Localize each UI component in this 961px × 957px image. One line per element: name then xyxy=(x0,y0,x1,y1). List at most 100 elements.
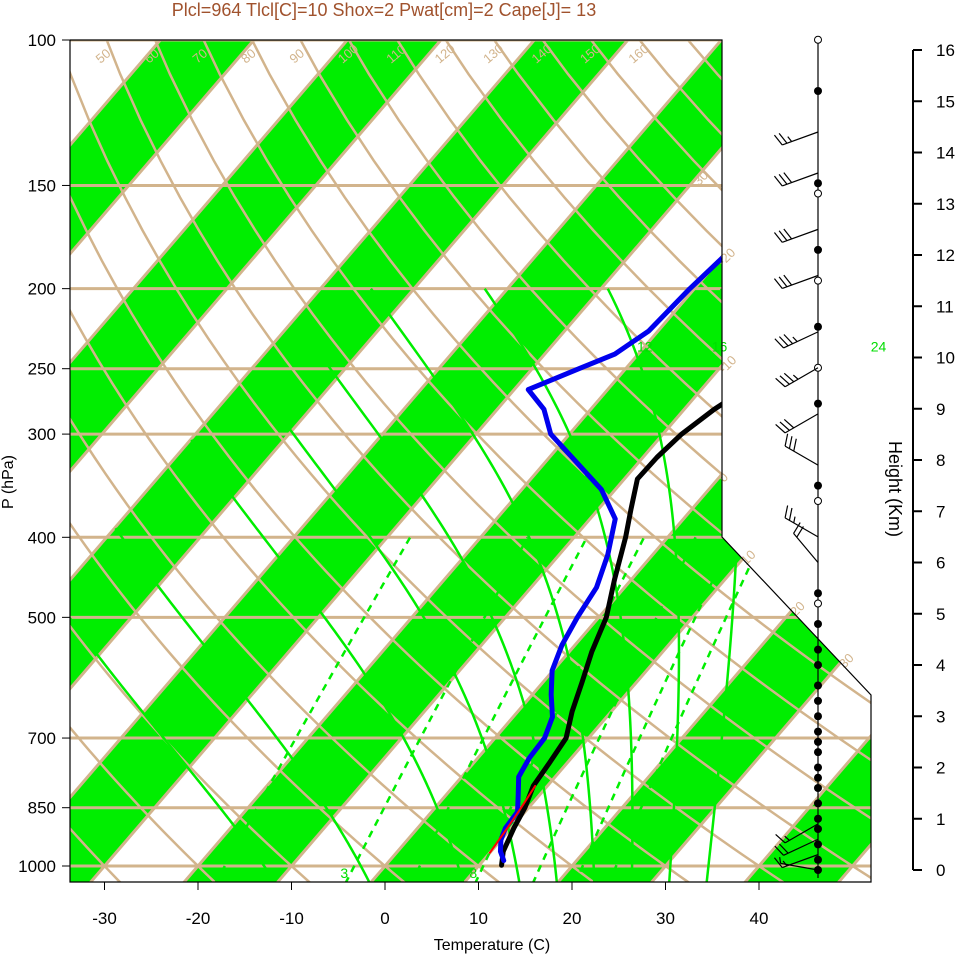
mixing-ratio-line xyxy=(531,536,697,882)
isotherm-line xyxy=(541,40,871,882)
isotherm-line xyxy=(634,40,871,882)
temperature-tick-label: 40 xyxy=(750,909,769,928)
level-marker xyxy=(814,661,822,669)
wind-barb-shaft xyxy=(784,413,819,434)
moist-band xyxy=(70,40,457,882)
level-marker xyxy=(814,681,822,690)
wind-barb xyxy=(784,433,819,466)
wind-barb xyxy=(779,857,819,871)
level-marker xyxy=(814,620,822,628)
pressure-tick-label: 300 xyxy=(28,425,56,444)
height-tick-label: 3 xyxy=(936,707,945,726)
wind-barb-shaft xyxy=(782,131,819,146)
wind-barb-half-feather xyxy=(792,374,799,380)
level-marker xyxy=(814,727,822,736)
wind-barb-half-feather xyxy=(792,336,798,343)
x-axis-label: Temperature (C) xyxy=(434,937,550,954)
level-marker xyxy=(814,589,822,598)
level-marker-open xyxy=(814,189,822,198)
height-tick-label: 15 xyxy=(936,92,955,111)
temperature-tick-label: -30 xyxy=(92,909,117,928)
isotherm-line xyxy=(70,40,458,882)
level-marker-open xyxy=(814,276,822,285)
level-marker xyxy=(814,696,822,705)
height-tick-label: 1 xyxy=(936,810,945,829)
wind-barb-feather xyxy=(783,228,793,240)
pressure-tick-label: 1000 xyxy=(18,857,56,876)
mixing-ratio-line xyxy=(410,536,588,882)
pressure-tick-label: 400 xyxy=(28,528,56,547)
level-marker xyxy=(814,322,822,331)
height-tick-label: 0 xyxy=(936,861,945,880)
height-axis-label: Height (Km) xyxy=(885,441,905,537)
wind-barb-shaft xyxy=(784,823,819,844)
pressure-tick-label: 150 xyxy=(28,176,56,195)
isotherm-line xyxy=(73,40,832,882)
wind-barb-feather xyxy=(779,375,790,385)
parcel-line xyxy=(488,784,537,854)
isotherm-line xyxy=(70,40,271,882)
height-tick-label: 14 xyxy=(936,144,955,163)
chart-title: Plcl=964 Tlcl[C]=10 Shox=2 Pwat[cm]=2 Ca… xyxy=(172,0,596,20)
plot-border xyxy=(69,39,872,883)
wind-barb-feather xyxy=(784,433,789,447)
level-marker xyxy=(814,840,822,849)
wind-barb-half-feather xyxy=(782,860,788,867)
level-marker-open xyxy=(814,35,822,44)
dry-adiabat xyxy=(70,40,716,882)
dry-adiabat xyxy=(70,40,619,882)
wind-barb-feather xyxy=(784,505,789,518)
wind-barb-feather xyxy=(773,232,783,243)
wind-barb-feather xyxy=(775,834,786,844)
plot-frame xyxy=(69,39,872,883)
wind-barb xyxy=(774,331,819,349)
temperature-tick-label: -20 xyxy=(186,909,211,928)
wind-barb-shaft xyxy=(782,854,819,869)
height-tick-label: 5 xyxy=(936,605,945,624)
temperature-line xyxy=(499,55,871,868)
height-tick-label: 11 xyxy=(936,297,954,316)
wind-barb xyxy=(773,854,819,869)
wind-barb-shaft xyxy=(784,367,819,388)
dry-adiabat xyxy=(70,40,235,882)
wind-barb-feather xyxy=(788,507,793,521)
wind-barb-shaft xyxy=(782,172,819,187)
level-marker-open xyxy=(814,599,822,608)
level-marker xyxy=(814,481,822,490)
wind-barb-feather xyxy=(783,172,793,183)
wind-barb xyxy=(774,838,819,856)
wind-barb-feather xyxy=(783,419,795,429)
wind-barb xyxy=(773,274,819,290)
y-axis-label: P (hPa) xyxy=(0,455,17,509)
mixing-ratio-label: 8 xyxy=(469,865,477,881)
level-marker xyxy=(814,784,822,792)
dry-adiabat xyxy=(70,40,523,882)
mixing-ratio-line xyxy=(214,536,412,882)
wind-barb-shaft xyxy=(784,517,819,538)
pressure-tick-label: 850 xyxy=(28,799,56,818)
mixing-ratio-line xyxy=(344,536,529,882)
level-marker xyxy=(814,737,822,746)
wind-barb-half-feather xyxy=(793,516,796,523)
wind-barb-feather xyxy=(793,438,797,452)
height-tick-label: 2 xyxy=(936,759,945,778)
sounding-profiles xyxy=(488,55,871,868)
wind-barb-half-feather xyxy=(787,136,793,142)
wind-barb-feather xyxy=(774,338,784,349)
mixing-ratio-label: 12 xyxy=(637,339,653,355)
wind-barb-feather xyxy=(775,377,786,388)
pressure-tick-label: 500 xyxy=(28,608,56,627)
level-marker xyxy=(814,763,822,772)
temperature-tick-label: -10 xyxy=(279,909,304,928)
moist-adiabat xyxy=(114,527,372,882)
pressure-tick-label: 700 xyxy=(28,729,56,748)
level-marker xyxy=(814,773,822,782)
wind-barb-feather xyxy=(775,424,786,434)
wind-barb-feather xyxy=(783,274,793,286)
pressure-tick-label: 100 xyxy=(28,31,56,50)
wind-barb xyxy=(773,228,819,243)
mixing-ratio-line xyxy=(473,536,646,882)
wind-barb-feather xyxy=(773,857,783,868)
